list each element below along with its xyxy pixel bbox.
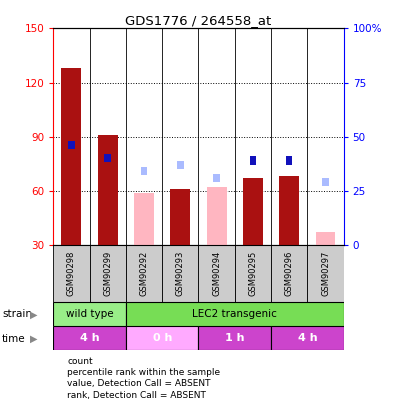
Text: 4 h: 4 h: [80, 333, 100, 343]
Bar: [177, 161, 184, 169]
Bar: [62, 68, 81, 245]
Bar: [134, 193, 154, 245]
Text: strain: strain: [2, 309, 32, 319]
Text: GSM90292: GSM90292: [139, 251, 149, 296]
Bar: [90, 245, 126, 302]
Bar: [126, 302, 344, 326]
Text: GSM90299: GSM90299: [103, 251, 112, 296]
Bar: [53, 245, 90, 302]
Text: GSM90297: GSM90297: [321, 251, 330, 296]
Bar: [322, 178, 329, 186]
Bar: [243, 178, 263, 245]
Bar: [279, 177, 299, 245]
Text: 1 h: 1 h: [225, 333, 245, 343]
Text: 0 h: 0 h: [152, 333, 172, 343]
Bar: [170, 189, 190, 245]
Text: ▶: ▶: [30, 309, 38, 319]
Text: GSM90295: GSM90295: [248, 251, 258, 296]
Bar: [126, 245, 162, 302]
Bar: [271, 245, 307, 302]
Text: wild type: wild type: [66, 309, 113, 319]
Bar: [98, 135, 118, 245]
Bar: [53, 326, 126, 350]
Text: time: time: [2, 334, 26, 344]
Bar: [162, 245, 199, 302]
Bar: [213, 174, 220, 182]
Text: GSM90296: GSM90296: [285, 251, 294, 296]
Bar: [105, 154, 111, 162]
Text: 4 h: 4 h: [297, 333, 317, 343]
Text: GSM90298: GSM90298: [67, 251, 76, 296]
Bar: [286, 156, 292, 164]
Bar: [68, 141, 75, 149]
Bar: [235, 245, 271, 302]
Text: GSM90293: GSM90293: [176, 251, 185, 296]
Bar: [316, 232, 335, 245]
Bar: [126, 326, 199, 350]
Bar: [250, 156, 256, 164]
Title: GDS1776 / 264558_at: GDS1776 / 264558_at: [125, 14, 272, 27]
Bar: [199, 326, 271, 350]
Text: GSM90294: GSM90294: [212, 251, 221, 296]
Bar: [207, 187, 227, 245]
Text: LEC2 transgenic: LEC2 transgenic: [192, 309, 277, 319]
Text: rank, Detection Call = ABSENT: rank, Detection Call = ABSENT: [67, 391, 206, 400]
Text: value, Detection Call = ABSENT: value, Detection Call = ABSENT: [67, 379, 211, 388]
Bar: [177, 161, 184, 169]
Text: count: count: [67, 357, 93, 366]
Bar: [53, 302, 126, 326]
Bar: [199, 245, 235, 302]
Bar: [271, 326, 344, 350]
Bar: [141, 167, 147, 175]
Text: ▶: ▶: [30, 334, 38, 344]
Bar: [307, 245, 344, 302]
Text: percentile rank within the sample: percentile rank within the sample: [67, 368, 220, 377]
